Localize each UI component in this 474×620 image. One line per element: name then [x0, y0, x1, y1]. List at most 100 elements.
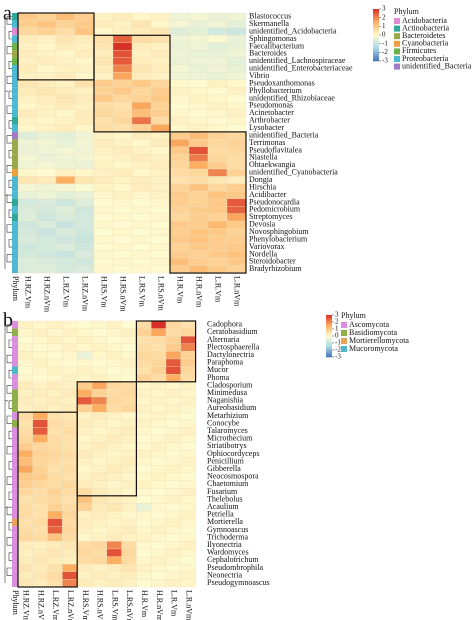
dendrogram: [8, 60, 12, 70]
heat-cell: [91, 465, 107, 474]
heat-cell: [165, 336, 181, 344]
heat-cell: [17, 320, 33, 329]
heat-cell: [121, 358, 137, 367]
heat-cell: [91, 495, 107, 504]
heat-cell: [121, 488, 137, 496]
heat-cell: [55, 220, 76, 229]
heat-cell: [207, 27, 228, 36]
heat-cell: [55, 265, 76, 274]
phylum-strip-cell: [12, 50, 18, 58]
colorbar-segment: [326, 330, 332, 333]
heat-cell: [55, 87, 76, 95]
column-label: L.RS.nVm: [125, 590, 134, 620]
heat-cell: [106, 336, 122, 344]
heat-cell: [17, 72, 38, 81]
row-label: Ophiocordyceps: [207, 449, 259, 458]
heat-cell: [17, 176, 38, 185]
heat-cell: [188, 64, 209, 73]
colorbar-segment: [326, 315, 332, 317]
heat-cell: [91, 328, 107, 337]
legend-label: Basidiomycota: [349, 328, 397, 337]
heat-cell: [188, 109, 209, 118]
row-label: Bradyrhizobium: [249, 264, 302, 273]
heat-cell: [17, 412, 33, 420]
heat-cell: [17, 374, 33, 382]
colorbar-segment: [373, 40, 379, 43]
phylum-strip-cell: [12, 176, 18, 184]
heat-cell: [121, 381, 137, 390]
heat-cell: [74, 57, 95, 66]
phylum-strip-cell: [12, 457, 18, 466]
heat-cell: [165, 457, 181, 466]
phylum-strip-cell: [12, 488, 18, 496]
heat-cell: [121, 336, 137, 344]
heat-cell: [121, 442, 137, 451]
heat-cell: [169, 79, 190, 88]
dendrogram: [8, 491, 12, 500]
heat-cell: [47, 548, 63, 557]
heat-cell: [226, 87, 247, 95]
heat-cell: [131, 42, 152, 51]
heat-cell: [47, 412, 63, 420]
heat-cell: [74, 198, 95, 207]
heat-cell: [62, 336, 78, 344]
heat-cell: [47, 374, 63, 382]
colorbar-segment: [326, 329, 332, 331]
heat-cell: [36, 72, 57, 81]
heat-cell: [151, 358, 167, 367]
heat-cell: [188, 94, 209, 103]
heat-cell: [32, 351, 48, 360]
heat-cell: [151, 541, 167, 550]
heat-cell: [136, 389, 152, 398]
heat-cell: [74, 131, 95, 140]
row-label: Lysobacter: [249, 123, 284, 132]
heat-cell: [91, 366, 107, 375]
heat-cell: [207, 243, 228, 251]
phylum-strip-cell: [12, 131, 18, 140]
heat-cell: [226, 265, 247, 274]
heat-cell: [112, 213, 133, 222]
heat-cell: [131, 250, 152, 259]
heat-cell: [165, 419, 181, 428]
heat-cell: [17, 12, 38, 21]
heat-cell: [55, 183, 76, 192]
heat-cell: [188, 42, 209, 51]
phylum-strip-cell: [12, 518, 18, 527]
heat-cell: [226, 50, 247, 58]
heat-cell: [106, 427, 122, 436]
heat-cell: [180, 412, 196, 420]
heat-cell: [121, 343, 137, 352]
heat-cell: [93, 139, 114, 147]
heat-cell: [136, 556, 152, 565]
heat-cell: [62, 351, 78, 360]
heat-cell: [121, 548, 137, 557]
row-label: unidentified_Acidobacteria: [249, 26, 337, 35]
heat-cell: [151, 503, 167, 512]
heat-cell: [112, 20, 133, 29]
heat-cell: [91, 351, 107, 360]
heat-cell: [188, 20, 209, 29]
heat-cell: [150, 20, 171, 29]
column-label: H.RZ.Vm: [22, 590, 31, 620]
heat-cell: [136, 472, 152, 481]
colorbar-segment: [326, 317, 332, 320]
heat-cell: [131, 265, 152, 274]
heat-cell: [112, 250, 133, 259]
heat-cell: [17, 556, 33, 565]
heat-cell: [131, 243, 152, 251]
heat-cell: [106, 351, 122, 360]
heat-cell: [32, 541, 48, 550]
heat-cell: [150, 161, 171, 170]
heat-cell: [180, 336, 196, 344]
heat-cell: [151, 526, 167, 534]
heat-cell: [17, 20, 38, 29]
phylum-strip-cell: [12, 571, 18, 580]
heat-cell: [17, 427, 33, 436]
colorbar-segment: [326, 334, 332, 337]
heat-cell: [165, 488, 181, 496]
heat-cell: [131, 191, 152, 199]
heat-cell: [32, 320, 48, 329]
heat-cell: [106, 412, 122, 420]
heat-cell: [32, 374, 48, 382]
heat-cell: [17, 183, 38, 192]
